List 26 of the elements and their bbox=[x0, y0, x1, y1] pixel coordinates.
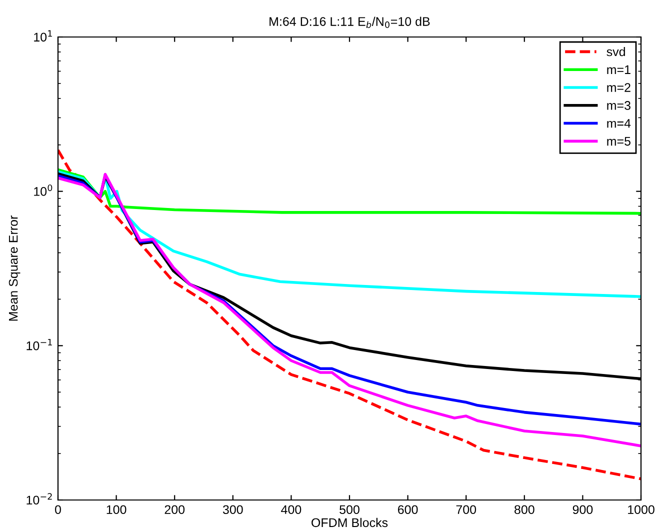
x-axis-title: OFDM Blocks bbox=[312, 518, 388, 528]
legend-label: m=3 bbox=[607, 101, 630, 110]
legend-label: m=2 bbox=[607, 83, 630, 92]
legend-label: m=1 bbox=[607, 65, 630, 74]
x-tick-label: 700 bbox=[456, 505, 476, 514]
x-tick-label: 900 bbox=[572, 505, 593, 514]
x-tick-label: 100 bbox=[106, 505, 126, 514]
y-tick-label: 10$^{1}$ bbox=[34, 30, 52, 42]
x-tick-label: 800 bbox=[514, 505, 534, 514]
legend-label: m=4 bbox=[607, 119, 631, 128]
y-tick-label: 10$^{−2}$ bbox=[26, 493, 52, 505]
y-axis-title: Mean Square Error bbox=[8, 216, 20, 321]
line-series bbox=[58, 148, 641, 480]
x-tick-label: 1000 bbox=[628, 505, 654, 514]
y-tick-label: 10$^{0}$ bbox=[34, 184, 52, 196]
x-tick-label: 0 bbox=[55, 505, 61, 514]
x-tick-label: 500 bbox=[340, 505, 360, 514]
chart-title: M:64 D:16 L:11 E$_{b}$/N$_{0}$=10 dB bbox=[270, 16, 430, 28]
line-series bbox=[58, 168, 641, 215]
legend-label: m=5 bbox=[607, 136, 630, 146]
y-tick-label: 10$^{−1}$ bbox=[26, 338, 52, 350]
x-tick-label: 300 bbox=[222, 505, 243, 514]
x-tick-label: 600 bbox=[398, 505, 418, 514]
x-tick-label: 200 bbox=[164, 505, 185, 514]
legend-label: svd bbox=[606, 47, 625, 56]
x-tick-label: 400 bbox=[281, 505, 302, 514]
